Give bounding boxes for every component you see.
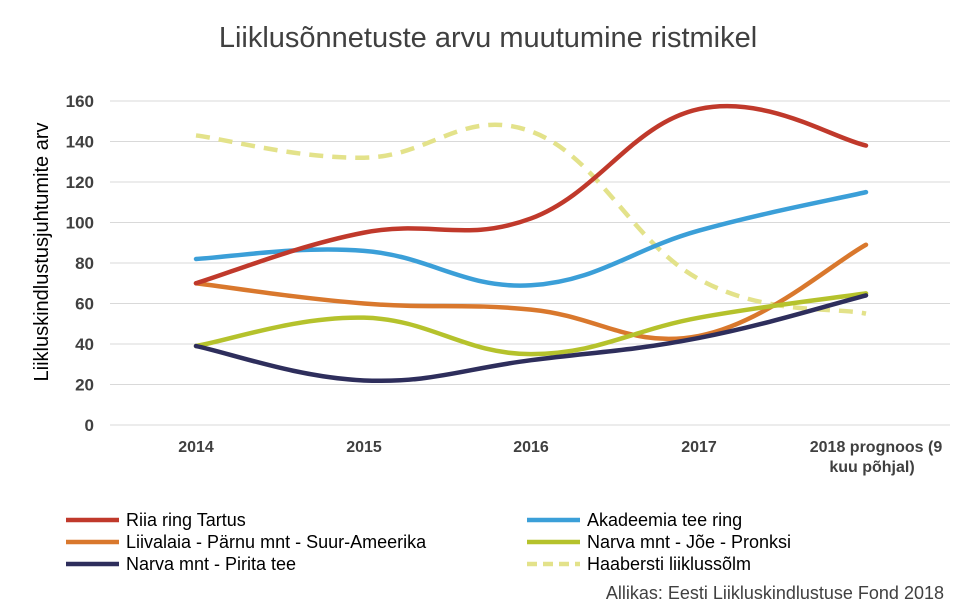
y-tick-label: 120 [66,173,94,192]
legend-label: Riia ring Tartus [126,510,246,530]
legend: Riia ring Tartus Akadeemia tee ring Liival… [66,510,791,574]
y-tick-label: 80 [75,254,94,273]
x-tick-label: 2017 [681,439,717,456]
series-line [193,293,869,384]
x-tick-label: 2016 [513,439,549,456]
x-tick-label: 2015 [346,439,382,456]
series-line [195,122,867,316]
y-axis-ticks: 0 20 40 60 80 100 120 140 160 [66,92,94,435]
series-line [193,189,869,288]
x-tick-label: 2018 prognoos (9 kuu põhjal) [810,439,943,476]
series-line [193,103,869,286]
legend-label: Akadeemia tee ring [587,510,742,530]
y-tick-label: 40 [75,335,94,354]
legend-label: Narva mnt - Jõe - Pronksi [587,532,791,552]
legend-label: Narva mnt - Pirita tee [126,554,296,574]
y-tick-label: 140 [66,133,94,152]
legend-label: Haabersti liiklussõlm [587,554,751,574]
y-axis-label: Liikluskindlustusjuhtumite arv [31,122,53,381]
source-note: Allikas: Eesti Liikluskindlustuse Fond 2… [606,583,944,603]
x-axis-ticks: 2014 2015 2016 2017 2018 prognoos (9 kuu põhj… [178,439,942,476]
series-line [193,291,869,357]
gridlines [110,100,950,426]
series-lines [193,103,869,384]
y-tick-label: 0 [85,416,94,435]
legend-label: Liivalaia - Pärnu mnt - Suur-Ameerika [126,532,427,552]
y-tick-label: 20 [75,376,94,395]
series-line [193,242,869,342]
y-tick-label: 60 [75,295,94,314]
chart-title: Liiklusõnnetuste arvu muutumine ristmike… [219,22,757,54]
x-tick-label: 2014 [178,439,214,456]
y-tick-label: 160 [66,92,94,111]
y-tick-label: 100 [66,214,94,233]
